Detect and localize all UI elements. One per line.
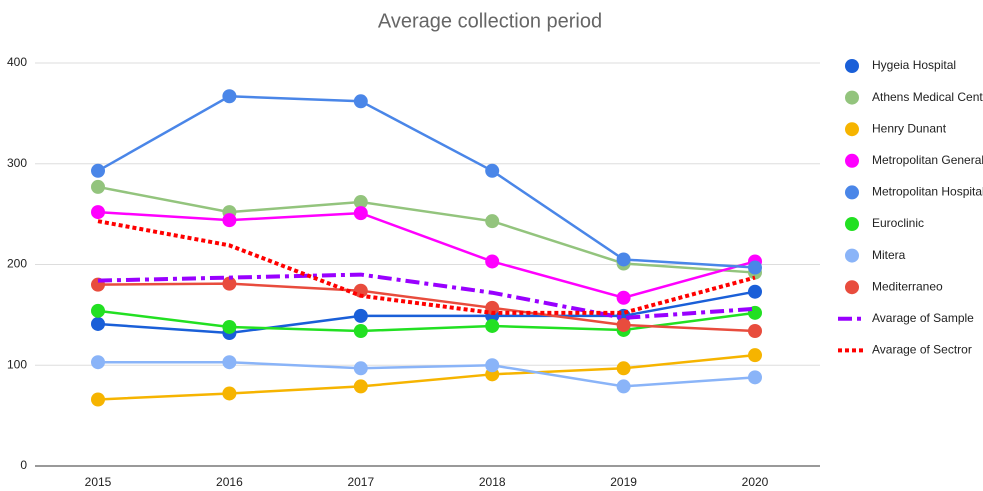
data-point (91, 316, 105, 331)
legend-marker (845, 185, 859, 200)
legend-marker (845, 153, 859, 168)
series-line (97, 94, 756, 269)
data-point (616, 379, 631, 394)
data-point (748, 260, 762, 275)
legend-marker (845, 59, 859, 73)
x-tick-label: 2015 (85, 475, 112, 489)
data-point (353, 308, 368, 323)
x-tick-label: 2016 (216, 475, 243, 489)
legend-label: Avarage of Sample (872, 311, 974, 325)
y-tick-label: 0 (20, 458, 27, 472)
series-line (97, 282, 756, 333)
legend-label: Metropolitan General (872, 153, 983, 167)
chart-title: Average collection period (378, 10, 602, 32)
data-point (485, 358, 500, 373)
data-point (91, 303, 105, 318)
legend-label: Mitera (872, 248, 906, 262)
data-point (91, 355, 105, 370)
x-tick-label: 2019 (610, 475, 637, 489)
data-point (748, 323, 762, 338)
series-line (97, 272, 756, 320)
legend-label: Avarage of Sectror (872, 343, 972, 357)
data-point (222, 355, 237, 370)
data-point (353, 323, 368, 338)
series-line (97, 353, 756, 401)
x-tick-label: 2018 (479, 475, 506, 489)
data-point (91, 205, 105, 220)
data-point (616, 290, 631, 305)
legend-label: Henry Dunant (872, 121, 947, 135)
data-point (748, 370, 762, 385)
data-point (485, 300, 500, 315)
data-point (222, 213, 237, 228)
legend-label: Mediterraneo (872, 279, 943, 293)
series-line (97, 210, 756, 300)
legend-marker (845, 280, 859, 295)
data-point (353, 206, 368, 221)
legend-label: Athens Medical Center (872, 90, 983, 104)
data-point (485, 214, 500, 229)
legend-marker (845, 248, 859, 263)
x-tick-label: 2020 (742, 475, 769, 489)
y-tick-label: 400 (7, 55, 27, 69)
data-point (616, 252, 631, 267)
y-tick-label: 200 (7, 257, 27, 271)
data-point (748, 348, 762, 363)
legend-label: Metropolitan Hospital (872, 185, 983, 199)
y-tick-label: 100 (7, 357, 27, 371)
legend-marker (845, 217, 859, 231)
data-point (353, 379, 368, 394)
legend-label: Hygeia Hospital (872, 58, 956, 72)
data-point (616, 361, 631, 376)
series-line (98, 360, 756, 388)
data-point (485, 163, 500, 178)
data-point (222, 276, 237, 291)
series-line (97, 290, 756, 335)
series-line (97, 185, 756, 274)
data-point (485, 318, 500, 333)
data-point (748, 284, 762, 299)
data-point (222, 89, 237, 104)
data-point (353, 94, 368, 109)
legend-marker (845, 122, 859, 137)
data-point (222, 386, 237, 401)
x-tick-label: 2017 (347, 475, 374, 489)
series-line (97, 219, 756, 315)
data-point (353, 283, 368, 298)
data-point (353, 195, 368, 210)
data-point (91, 392, 105, 407)
y-tick-label: 300 (7, 156, 27, 170)
data-point (353, 361, 368, 376)
data-point (222, 319, 237, 334)
data-point (91, 163, 105, 178)
data-point (91, 179, 105, 194)
legend-marker (845, 90, 859, 105)
legend-label: Euroclinic (872, 216, 924, 230)
data-point (616, 317, 631, 332)
data-point (485, 254, 500, 269)
